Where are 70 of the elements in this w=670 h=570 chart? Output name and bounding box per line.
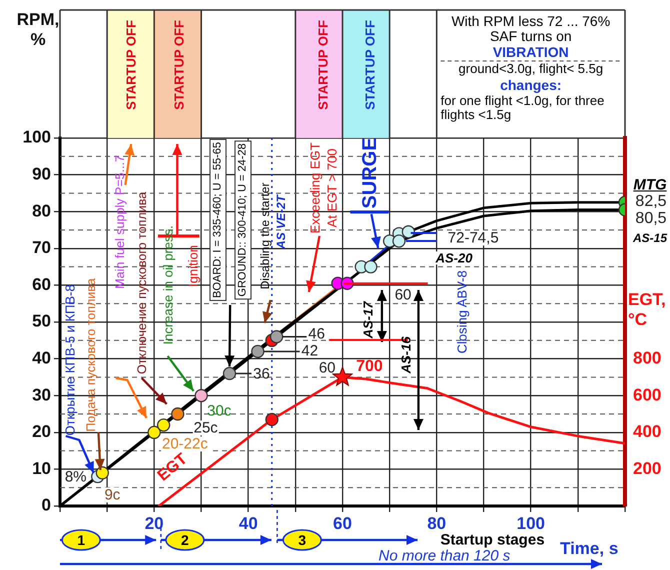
annotation: Exceeding EGT — [307, 142, 322, 234]
y-tick-label: 60 — [32, 274, 51, 294]
annotation: GROUND:: 300-410; U = 24-28 — [234, 140, 252, 300]
text: 3 — [298, 532, 306, 548]
text: STARTUP OFF — [362, 20, 378, 110]
annotation: Closing ABV-8 — [454, 270, 470, 354]
y-tick-label: 100 — [22, 128, 51, 147]
annotation: At EGT > 700 — [324, 148, 340, 228]
x-tick-label: 40 — [238, 514, 258, 533]
annotation: 72-74,5 — [446, 230, 500, 246]
x-tick-label: 80 — [427, 514, 446, 533]
annotation: Отключение пускового топлива — [134, 192, 148, 374]
annotation: AS-20 — [434, 250, 474, 266]
text: Startup stages — [440, 532, 545, 548]
annotation: 8% — [64, 468, 86, 486]
text: changes: — [499, 76, 563, 94]
y-axis-title: RPM, % — [16, 10, 60, 50]
annotation: 42 — [301, 342, 318, 360]
y-tick-label: 80 — [32, 201, 51, 220]
annotation: AS-16 — [398, 336, 414, 374]
text: 1 — [77, 532, 86, 548]
annotation: AS VE-2T — [274, 194, 288, 250]
y2-tick-label: 400 — [633, 422, 662, 442]
annotation: 36 — [253, 365, 270, 382]
annotation: AS-17 — [360, 302, 376, 338]
annotation: Ignition — [185, 245, 200, 287]
y-tick-label: 10 — [32, 458, 51, 478]
text: AS-15 — [632, 231, 668, 245]
y-tick-label: 70 — [32, 238, 51, 258]
annotation: 700 — [356, 358, 383, 375]
y-tick-label: 20 — [32, 422, 51, 442]
annotation: Подача пускового топлива — [84, 278, 98, 432]
text: STARTUP OFF — [316, 20, 331, 110]
annotation: 30c — [207, 402, 232, 420]
text: 2 — [181, 532, 189, 548]
y2-tick-label: 600 — [633, 385, 662, 404]
x-axis-title: Time, s — [560, 539, 620, 559]
text: STARTUP OFF — [172, 20, 187, 110]
y-tick-label: 50 — [32, 312, 51, 331]
text: ground<3.0g, flight< 5.5g — [458, 61, 604, 77]
y-tick-label: 90 — [32, 164, 51, 184]
text: No more than 120 s — [378, 548, 510, 564]
text: STARTUP OFF — [124, 20, 139, 110]
x-tick-label: 60 — [333, 514, 352, 533]
text: MTG — [633, 176, 667, 194]
annotation: 20-22c — [160, 436, 209, 452]
text: VIBRATION — [492, 44, 570, 62]
annotation: 60 — [318, 360, 336, 376]
annotation: SURGE — [359, 137, 382, 209]
annotation: BOARD: I = 335-460; U = 55-65 — [209, 139, 226, 301]
annotation: 25c — [192, 420, 219, 436]
text: for one flight <1.0g, for three flights <1.5g — [440, 93, 606, 123]
y2-tick-label: 200 — [633, 458, 662, 478]
annotation: 80,5 — [635, 210, 667, 227]
annotation: 9c — [103, 486, 122, 504]
text: With RPM less 72 ... 76% SAF turns on — [450, 13, 612, 44]
y2-tick-label: 800 — [633, 348, 662, 368]
annotation: Disabling the starter — [258, 182, 272, 290]
y-tick-label: 0 — [42, 496, 51, 515]
annotation: Открытие КПВ-5 и КПВ-8 — [62, 284, 78, 436]
annotation: 82,5 — [635, 193, 667, 210]
annotation: 60 — [394, 286, 412, 304]
annotation: Increase in oil press. — [160, 225, 176, 345]
annotation: Main fuel supply P=5...7 — [112, 155, 126, 289]
x-tick-label: 100 — [516, 514, 546, 533]
y-tick-label: 30 — [32, 385, 51, 404]
y-tick-label: 40 — [32, 348, 51, 368]
x-tick-label: 20 — [144, 514, 164, 533]
y2-axis-title: EGT, °C — [628, 290, 667, 330]
annotation: 46 — [308, 325, 325, 342]
